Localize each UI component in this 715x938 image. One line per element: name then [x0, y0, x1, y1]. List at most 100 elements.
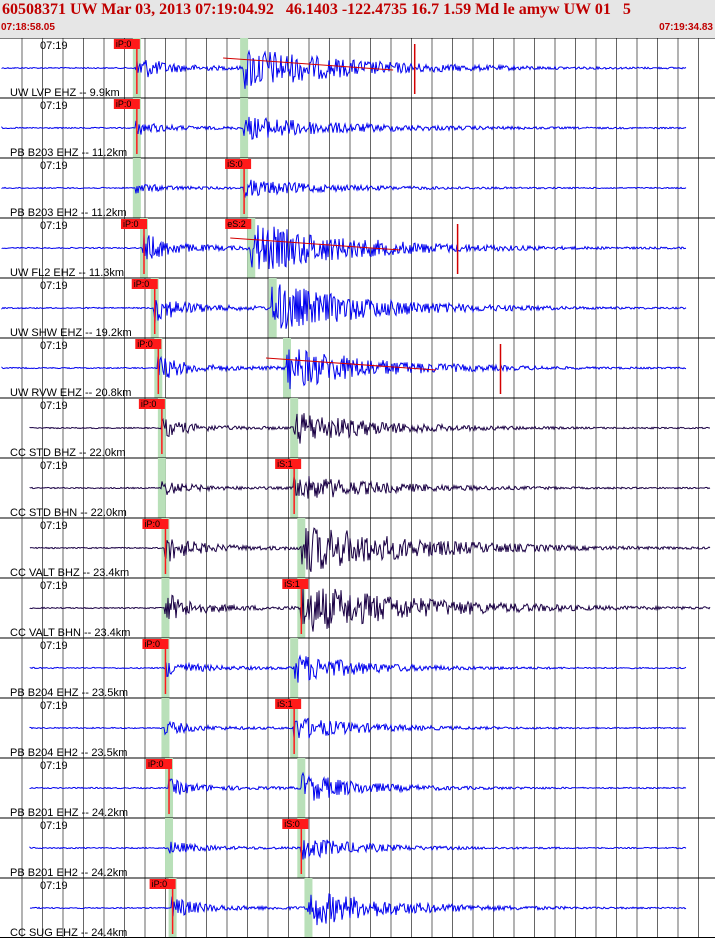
- pick-label: iS:0: [284, 819, 300, 829]
- p-pick-window: [161, 698, 170, 758]
- time-tick-label: 07:19: [40, 40, 68, 52]
- pick-box[interactable]: [275, 699, 302, 709]
- pick-box[interactable]: [135, 339, 162, 349]
- pick-marker[interactable]: iP:0: [142, 519, 169, 574]
- station-row: 07:19 iS:1 PB B204 EH2 -- 23.5km: [0, 697, 715, 759]
- pick-label: iS:1: [284, 579, 300, 589]
- waveform-trace: [1, 225, 687, 270]
- pick-marker[interactable]: iP:0: [149, 879, 176, 934]
- pick-box[interactable]: [225, 219, 252, 229]
- pick-box[interactable]: [142, 519, 169, 529]
- station-row: 07:19 iP:0 CC STD BHZ -- 22.0km: [0, 397, 715, 459]
- station-label: CC STD BHN -- 22.0km: [10, 507, 127, 519]
- station-label: UW LVP EHZ -- 9.9km: [10, 87, 120, 99]
- waveform-trace: [29, 839, 687, 860]
- station-row: 07:19 iP:0 CC SUG EHZ -- 24.4km: [0, 877, 715, 938]
- pick-label: iP:0: [134, 279, 150, 289]
- station-row: 07:19 iP:0 CC VALT BHZ -- 23.4km: [0, 517, 715, 579]
- pick-marker[interactable]: iP:0: [121, 219, 147, 274]
- pick-marker[interactable]: iS:1: [282, 579, 309, 634]
- station-label: PB B204 EH2 -- 23.5km: [10, 747, 127, 759]
- pick-marker[interactable]: iP:0: [135, 339, 162, 394]
- time-tick-label: 07:19: [40, 220, 68, 232]
- event-header: 60508371 UW Mar 03, 2013 07:19:04.92 46.…: [0, 0, 715, 38]
- window-end-time: 07:19:34.83: [659, 22, 713, 33]
- station-label: UW FL2 EHZ -- 11.3km: [10, 267, 124, 279]
- station-row: 07:19 iS:0 PB B201 EH2 -- 24.2km: [0, 817, 715, 879]
- time-tick-label: 07:19: [40, 700, 68, 712]
- station-label: CC VALT BHZ -- 23.4km: [10, 567, 129, 579]
- p-pick-window: [165, 818, 174, 878]
- s-pick-window: [240, 98, 249, 158]
- pick-box[interactable]: [142, 639, 169, 649]
- s-pick-window: [247, 218, 256, 278]
- pick-box[interactable]: [149, 879, 176, 889]
- time-tick-label: 07:19: [40, 760, 68, 772]
- pick-box[interactable]: [275, 459, 302, 469]
- station-label: CC VALT BHN -- 23.4km: [10, 627, 130, 639]
- waveform-trace: [29, 771, 687, 801]
- pick-marker[interactable]: iP:0: [146, 759, 173, 814]
- waveform-trace: [29, 586, 711, 632]
- time-tick-label: 07:19: [40, 520, 68, 532]
- pick-label: iP:0: [144, 639, 160, 649]
- waveform-trace: [29, 475, 711, 499]
- pick-marker[interactable]: eS:2: [225, 219, 252, 229]
- time-tick-label: 07:19: [40, 460, 68, 472]
- pick-marker[interactable]: iS:1: [275, 699, 302, 754]
- pick-label: eS:2: [227, 219, 246, 229]
- time-tick-label: 07:19: [40, 640, 68, 652]
- waveform-trace: [1, 349, 687, 390]
- s-pick-window: [290, 398, 299, 458]
- time-tick-label: 07:19: [40, 880, 68, 892]
- pick-marker[interactable]: iP:0: [131, 279, 158, 334]
- time-tick-label: 07:19: [40, 580, 68, 592]
- station-row: 07:19 iP:0 PB B204 EHZ -- 23.5km: [0, 637, 715, 699]
- pick-label: iP:0: [148, 759, 164, 769]
- station-row: 07:19 iP:0 PB B201 EHZ -- 24.2km: [0, 757, 715, 819]
- time-tick-label: 07:19: [40, 280, 68, 292]
- pick-label: iP:0: [152, 879, 168, 889]
- pick-box[interactable]: [282, 819, 309, 829]
- time-tick-label: 07:19: [40, 820, 68, 832]
- station-row: 07:19 iS:1 CC VALT BHN -- 23.4km: [0, 577, 715, 639]
- pick-box[interactable]: [225, 159, 252, 169]
- pick-box[interactable]: [131, 279, 158, 289]
- waveform-trace: [29, 893, 687, 926]
- pick-box[interactable]: [113, 99, 140, 109]
- pick-label: iP:0: [141, 399, 157, 409]
- pick-box[interactable]: [138, 399, 165, 409]
- p-pick-window: [157, 458, 166, 518]
- pick-label: iS:1: [277, 699, 293, 709]
- overlay-line: [265, 357, 437, 371]
- pick-box[interactable]: [121, 219, 147, 229]
- station-row: 07:19 iP:0 UW RVW EHZ -- 20.8km: [0, 337, 715, 399]
- station-row: 07:19 iP:0 UW LVP EHZ -- 9.9km: [0, 38, 715, 99]
- overlay-line: [223, 57, 394, 71]
- station-label: PB B203 EH2 -- 11.2km: [10, 207, 127, 219]
- pick-marker[interactable]: iP:0: [113, 99, 140, 154]
- pick-box[interactable]: [282, 579, 309, 589]
- pick-marker[interactable]: iP:0: [142, 639, 169, 694]
- time-tick-label: 07:19: [40, 340, 68, 352]
- waveform-trace: [29, 717, 687, 739]
- station-label: PB B203 EHZ -- 11.2km: [10, 147, 127, 159]
- s-pick-window: [240, 38, 249, 98]
- pick-marker[interactable]: iP:0: [138, 399, 165, 454]
- waveform-trace: [1, 284, 687, 329]
- station-row: 07:19 iP:0 UW SHW EHZ -- 19.2km: [0, 277, 715, 339]
- pick-marker[interactable]: iS:0: [282, 819, 309, 874]
- time-tick-label: 07:19: [40, 160, 68, 172]
- time-tick-label: 07:19: [40, 100, 68, 112]
- waveform-trace: [1, 49, 687, 89]
- pick-marker[interactable]: iS:1: [275, 459, 302, 514]
- pick-box[interactable]: [113, 39, 140, 49]
- pick-label: iS:0: [227, 159, 243, 169]
- pick-box[interactable]: [146, 759, 173, 769]
- pick-marker[interactable]: iS:0: [225, 159, 252, 214]
- pick-marker[interactable]: iP:0: [113, 39, 140, 94]
- station-label: UW RVW EHZ -- 20.8km: [10, 387, 131, 399]
- pick-label: iP:0: [123, 219, 139, 229]
